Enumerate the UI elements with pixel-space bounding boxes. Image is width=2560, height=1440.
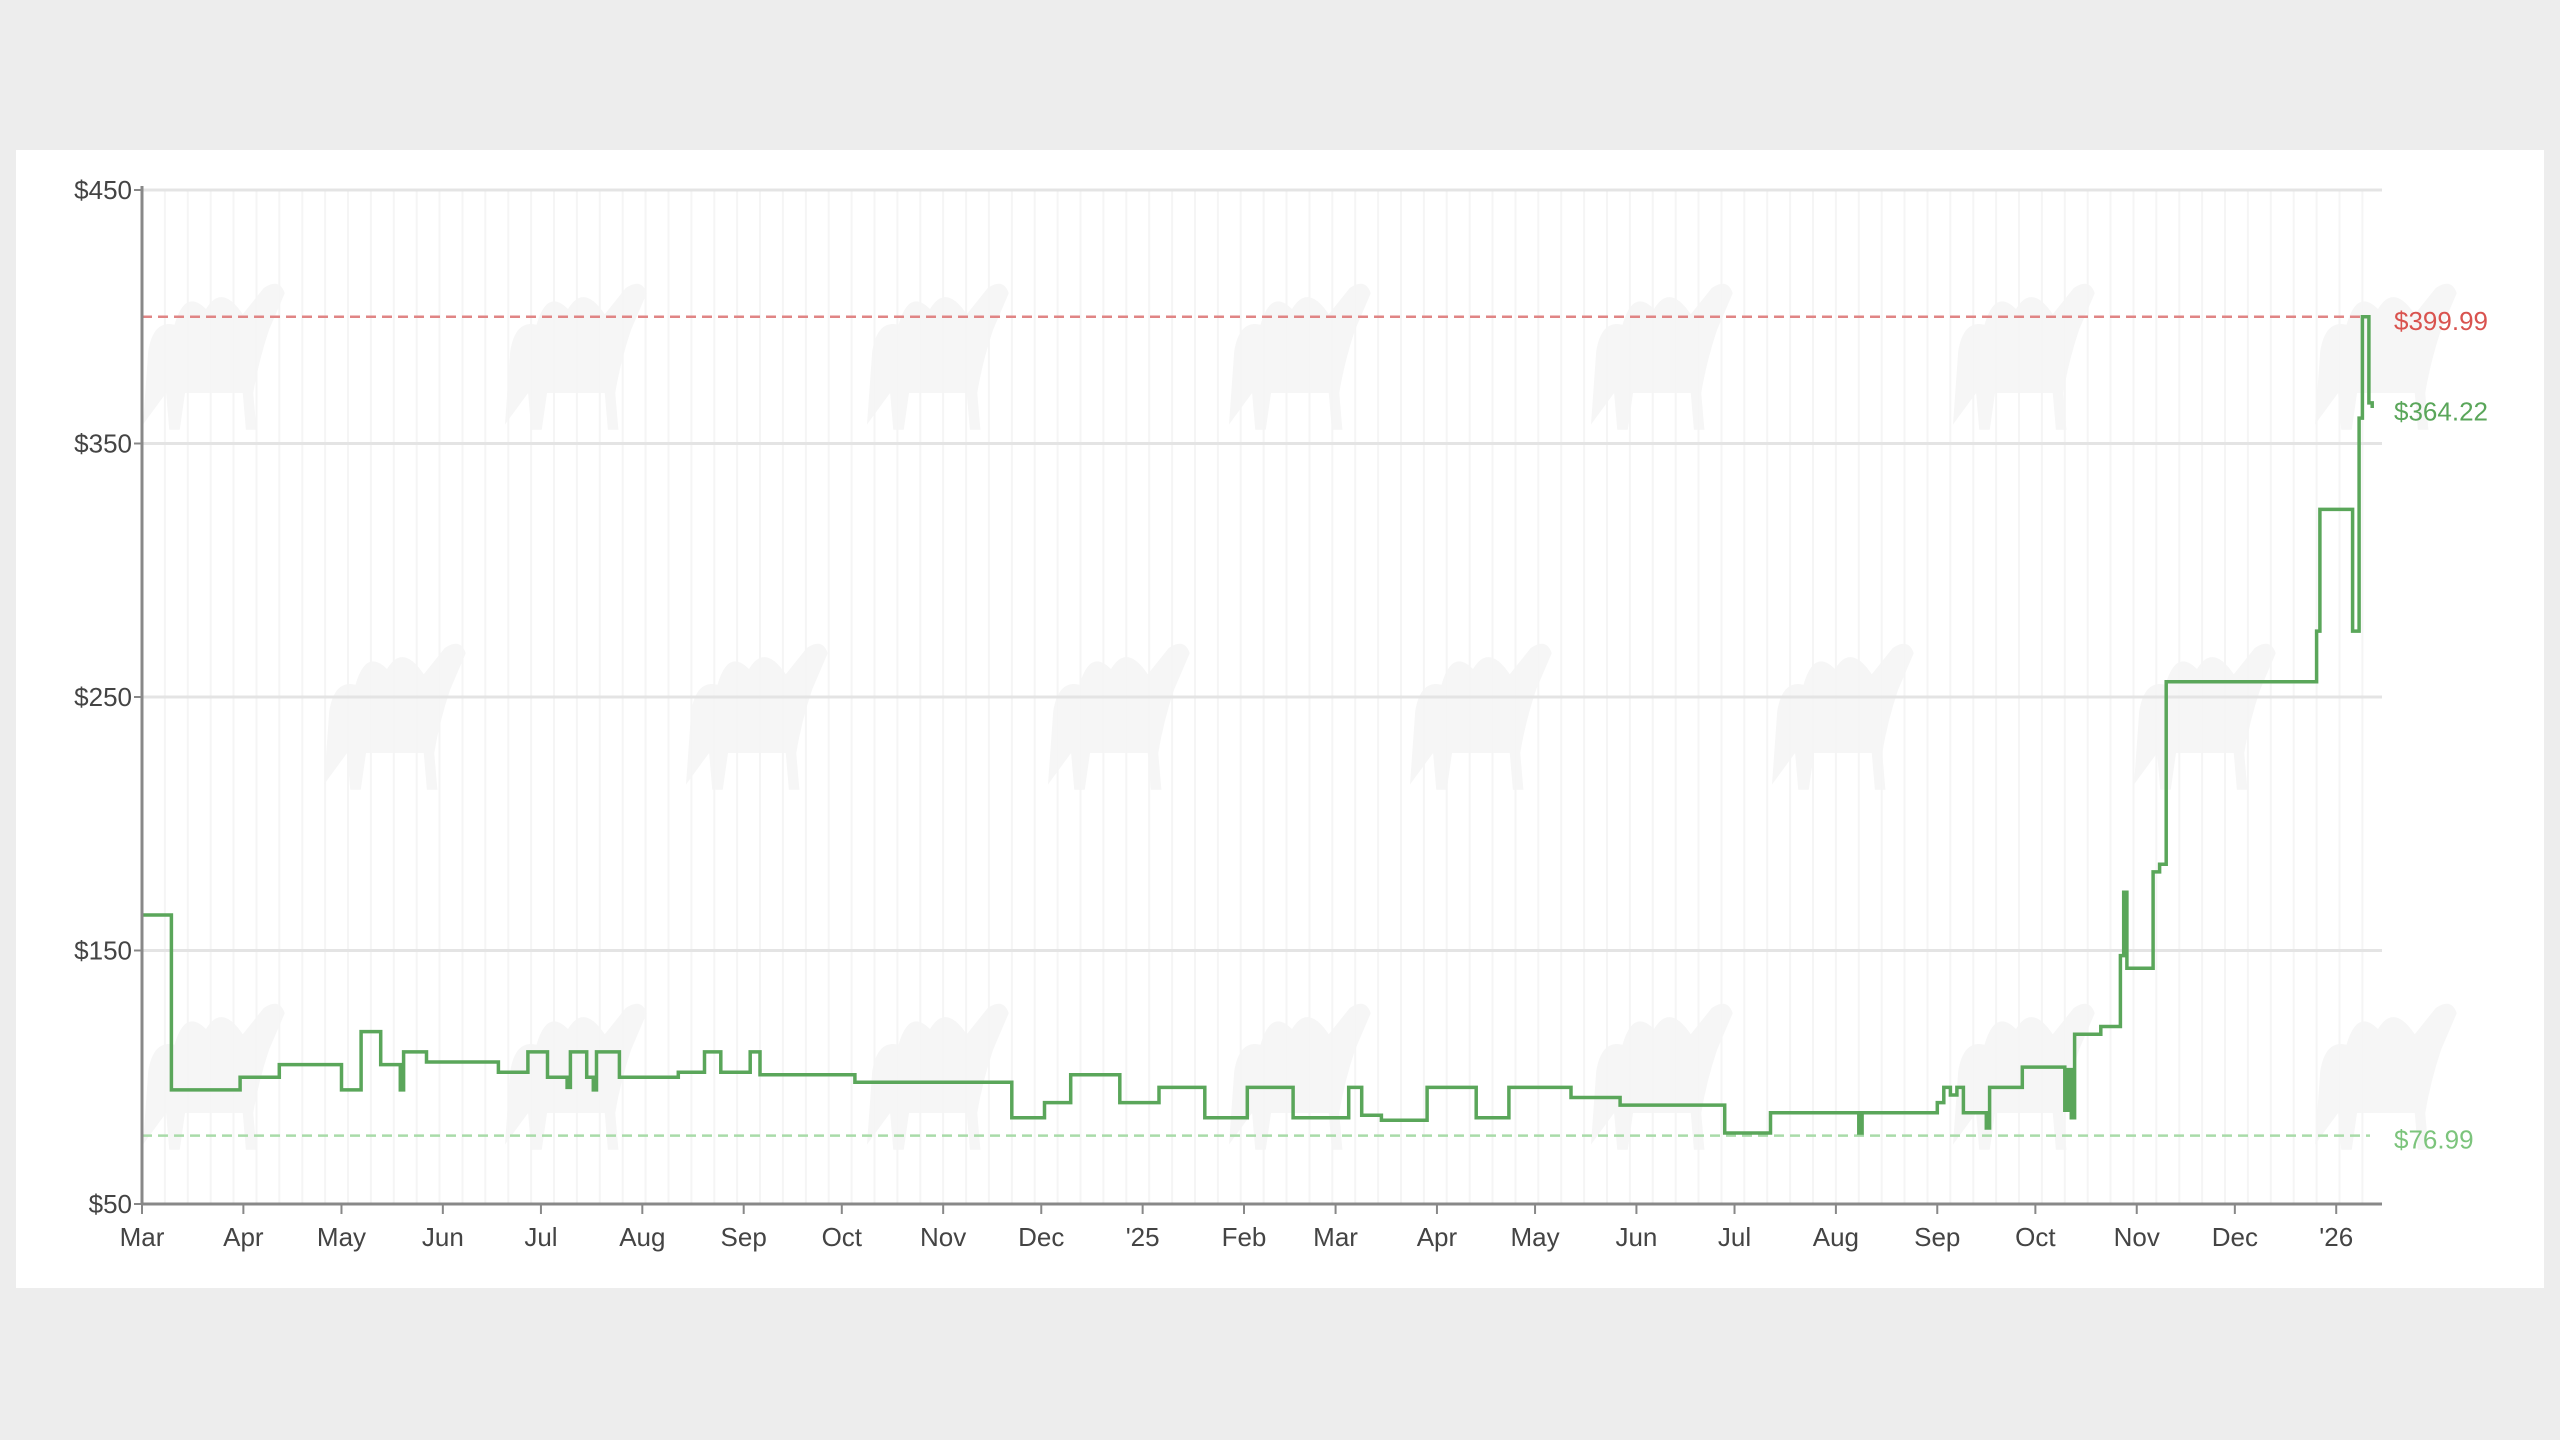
x-tick-label: Nov <box>920 1222 966 1252</box>
y-tick-label: $50 <box>89 1189 132 1219</box>
camel-watermark-icon <box>1048 643 1190 790</box>
price-history-chart: $50 $150 $250 $350 $450 Mar Apr May Jun Jul Aug Se… <box>74 175 2488 1252</box>
camel-watermark-icon <box>1229 283 1371 430</box>
reference-label-lowest: $76.99 <box>2394 1125 2474 1155</box>
camel-watermark-icon <box>1410 643 1552 790</box>
x-tick-label: Apr <box>1417 1222 1458 1252</box>
reference-label-current: $364.22 <box>2394 396 2488 426</box>
price-series-line <box>142 315 2374 1135</box>
x-tick-label: Feb <box>1222 1222 1267 1252</box>
x-tick-label: Aug <box>619 1222 665 1252</box>
camel-watermark-icon <box>1229 1003 1371 1150</box>
camel-watermark-icon <box>143 1003 285 1150</box>
y-tick-label: $450 <box>74 175 132 205</box>
x-tick-label: Jul <box>1718 1222 1751 1252</box>
x-tick-label: Oct <box>2015 1222 2056 1252</box>
camel-watermark-icon <box>2134 643 2276 790</box>
x-tick-label: Nov <box>2114 1222 2160 1252</box>
camel-watermark-icon <box>1953 283 2095 430</box>
camel-watermark-icon <box>686 643 828 790</box>
x-tick-label: Sep <box>1914 1222 1960 1252</box>
reference-labels: $399.99 $364.22 $76.99 <box>2394 306 2488 1155</box>
x-tick-label: Jun <box>1615 1222 1657 1252</box>
reference-lines <box>142 315 2370 1137</box>
x-tick-label: May <box>317 1222 366 1252</box>
camel-watermark-icon <box>2315 1003 2457 1150</box>
x-tick-label: Oct <box>822 1222 863 1252</box>
y-tick-label: $150 <box>74 936 132 966</box>
series-layer <box>142 315 2374 1135</box>
x-tick-label: Aug <box>1813 1222 1859 1252</box>
x-tick-label: May <box>1510 1222 1559 1252</box>
reference-label-highest: $399.99 <box>2394 306 2488 336</box>
camel-watermark-icon <box>1772 643 1914 790</box>
x-tick-label: Mar <box>120 1222 165 1252</box>
x-tick-label: '25 <box>1126 1222 1160 1252</box>
chart-panel: $50 $150 $250 $350 $450 Mar Apr May Jun Jul Aug Se… <box>16 150 2544 1288</box>
camel-watermark-icon <box>867 1003 1009 1150</box>
camel-watermark-icon <box>505 283 647 430</box>
camel-watermark-icon <box>1591 1003 1733 1150</box>
x-tick-label: Dec <box>2212 1222 2258 1252</box>
x-axis-ticks: Mar Apr May Jun Jul Aug Sep Oct Nov Dec '25 Feb Mar A… <box>120 1204 2353 1252</box>
x-tick-label: Jul <box>524 1222 557 1252</box>
x-tick-label: Mar <box>1313 1222 1358 1252</box>
camel-watermark-icon <box>324 643 466 790</box>
axes <box>140 186 2382 1206</box>
camel-watermark-icon <box>867 283 1009 430</box>
x-tick-label: Dec <box>1018 1222 1064 1252</box>
y-tick-label: $250 <box>74 682 132 712</box>
camel-watermark-icon <box>505 1003 647 1150</box>
y-tick-label: $350 <box>74 429 132 459</box>
x-tick-label: Apr <box>223 1222 264 1252</box>
camel-watermark-icon <box>1591 283 1733 430</box>
y-axis-ticks: $50 $150 $250 $350 $450 <box>74 175 142 1219</box>
camel-watermark-icon <box>2315 283 2457 430</box>
x-tick-label: '26 <box>2319 1222 2353 1252</box>
camel-watermark-icon <box>143 283 285 430</box>
x-tick-label: Sep <box>721 1222 767 1252</box>
x-tick-label: Jun <box>422 1222 464 1252</box>
